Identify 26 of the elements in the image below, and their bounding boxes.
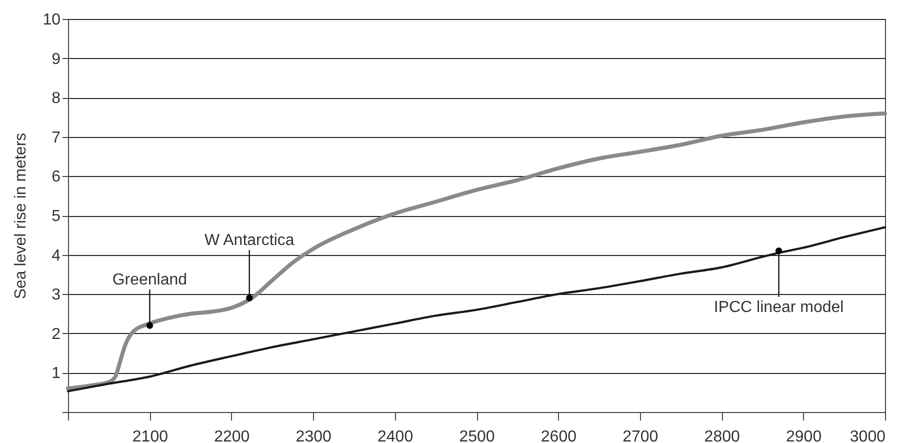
annotation: IPCC linear model — [714, 298, 844, 316]
y-tick-label: 8 — [52, 90, 61, 108]
x-tick-label: 2500 — [459, 428, 495, 443]
x-tick-label: 2400 — [378, 428, 414, 443]
x-tick-label: 2800 — [704, 428, 740, 443]
y-tick-label: 10 — [42, 12, 61, 28]
annotation: W Antarctica — [204, 232, 294, 250]
x-tick-label: 2900 — [786, 428, 822, 443]
x-tick-label: 2100 — [132, 428, 168, 443]
y-tick-label: 2 — [52, 326, 61, 343]
line-series — [66, 226, 886, 392]
x-tick-label: 2700 — [622, 428, 658, 443]
line-series — [66, 111, 887, 390]
y-tick-label: 4 — [52, 247, 61, 264]
x-tick-label: 2200 — [214, 428, 250, 443]
y-axis-title: Sea level rise in meters — [12, 132, 30, 300]
y-tick-label: 6 — [52, 168, 61, 186]
y-tick-label: 9 — [52, 50, 61, 68]
y-tick-label: 7 — [52, 129, 61, 146]
x-tick-label: 2300 — [296, 428, 332, 443]
y-tick-label: 1 — [52, 365, 61, 382]
annotation: Greenland — [112, 272, 188, 289]
y-tick-label: 3 — [52, 286, 61, 304]
y-tick-label: 5 — [52, 208, 61, 225]
x-tick-label: 3000 — [850, 428, 886, 443]
x-tick-label: 2600 — [540, 428, 577, 443]
